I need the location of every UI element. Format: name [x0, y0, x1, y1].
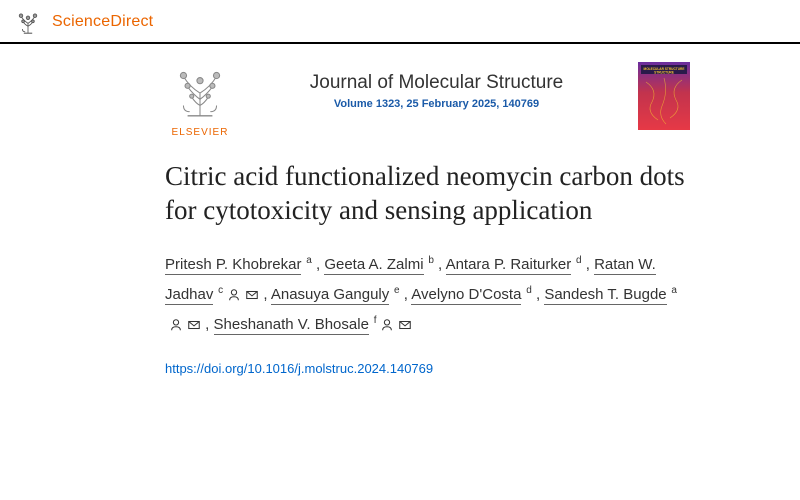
elsevier-tree-icon	[169, 62, 231, 120]
journal-header: ELSEVIER Journal of Molecular Structure …	[165, 62, 690, 138]
doi-link[interactable]: https://doi.org/10.1016/j.molstruc.2024.…	[165, 361, 433, 376]
author-separator: ,	[259, 286, 271, 303]
brand-tree-icon	[14, 8, 42, 36]
person-icon	[227, 288, 241, 302]
person-icon	[380, 318, 394, 332]
author-link[interactable]: Geeta A. Zalmi	[324, 256, 423, 275]
author-affiliation: e	[391, 285, 399, 296]
author-link[interactable]: Anasuya Ganguly	[271, 286, 389, 305]
publisher-block[interactable]: ELSEVIER	[165, 62, 235, 138]
journal-volume-line[interactable]: Volume 1323, 25 February 2025, 140769	[255, 98, 618, 110]
brand-name[interactable]: ScienceDirect	[52, 13, 153, 31]
author-affiliation: b	[426, 255, 434, 266]
mail-icon	[245, 288, 259, 302]
author-separator: ,	[434, 256, 446, 273]
author-affiliation: d	[523, 285, 531, 296]
journal-cover-thumbnail[interactable]: MOLECULAR STRUCTURE STRUCTURE	[638, 62, 690, 130]
publisher-label: ELSEVIER	[165, 127, 235, 138]
author-affiliation: f	[371, 315, 377, 326]
person-icon	[169, 318, 183, 332]
author-list: Pritesh P. Khobrekar a , Geeta A. Zalmi …	[165, 250, 690, 340]
author-separator: ,	[400, 286, 412, 303]
article-content: ELSEVIER Journal of Molecular Structure …	[0, 44, 800, 378]
author-affiliation: c	[215, 285, 223, 296]
author-separator: ,	[532, 286, 545, 303]
author-link[interactable]: Antara P. Raiturker	[446, 256, 572, 275]
author-affiliation: a	[303, 255, 311, 266]
corresponding-icons[interactable]	[380, 318, 412, 332]
author-separator: ,	[312, 256, 325, 273]
mail-icon	[187, 318, 201, 332]
svg-text:STRUCTURE: STRUCTURE	[654, 71, 674, 75]
journal-info: Journal of Molecular Structure Volume 13…	[255, 62, 618, 110]
journal-name[interactable]: Journal of Molecular Structure	[255, 72, 618, 94]
author-link[interactable]: Pritesh P. Khobrekar	[165, 256, 301, 275]
author-link[interactable]: Avelyno D'Costa	[411, 286, 521, 305]
author-link[interactable]: Sandesh T. Bugde	[544, 286, 666, 305]
author-affiliation: a	[669, 285, 677, 296]
corresponding-icons[interactable]	[169, 318, 201, 332]
top-bar: ScienceDirect	[0, 0, 800, 44]
author-separator: ,	[582, 256, 595, 273]
author-separator: ,	[201, 316, 214, 333]
article-title: Citric acid functionalized neomycin carb…	[165, 160, 690, 228]
corresponding-icons[interactable]	[227, 288, 259, 302]
author-link[interactable]: Sheshanath V. Bhosale	[214, 316, 369, 335]
mail-icon	[398, 318, 412, 332]
author-affiliation: d	[573, 255, 581, 266]
